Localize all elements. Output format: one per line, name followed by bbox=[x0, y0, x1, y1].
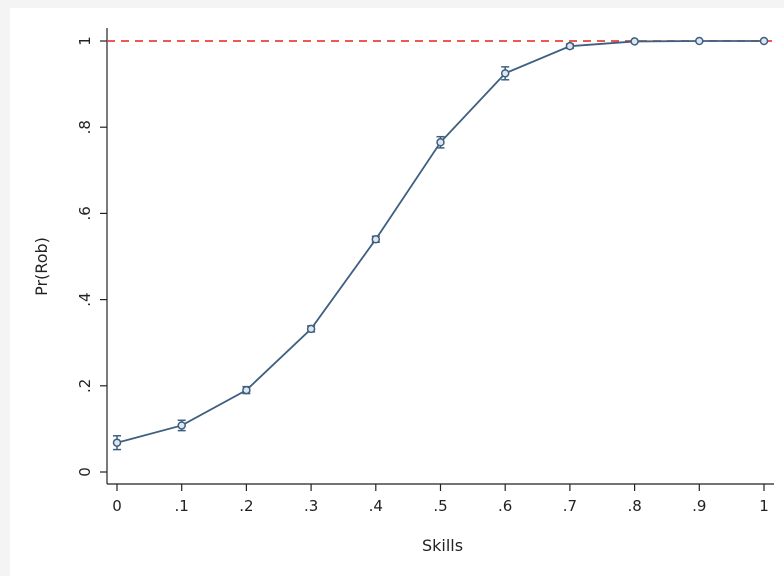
line-chart: 0 .1 .2 .3 .4 .5 .6 .7 .8 .9 1 0 .2 .4 .6 .8 1 Skills Pr… bbox=[32, 28, 774, 555]
y-tick-label: .2 bbox=[76, 379, 94, 393]
data-point bbox=[565, 41, 575, 51]
x-axis-title: Skills bbox=[422, 536, 463, 555]
x-tick-label: .4 bbox=[369, 497, 383, 515]
y-tick-label: .4 bbox=[76, 292, 94, 306]
x-tick-label: .8 bbox=[627, 497, 641, 515]
data-point bbox=[306, 324, 316, 334]
axes: 0 .1 .2 .3 .4 .5 .6 .7 .8 .9 1 0 .2 .4 .6 .8 1 bbox=[76, 28, 774, 515]
x-tick-label: .5 bbox=[433, 497, 447, 515]
y-tick-label: .8 bbox=[76, 120, 94, 134]
x-tick-label: .7 bbox=[563, 497, 577, 515]
data-point bbox=[500, 69, 510, 78]
data-point bbox=[242, 385, 251, 395]
data-point bbox=[112, 438, 122, 447]
x-tick-label: .1 bbox=[175, 497, 189, 515]
figure: 0 .1 .2 .3 .4 .5 .6 .7 .8 .9 1 0 .2 .4 .6 .8 1 Skills Pr… bbox=[10, 8, 784, 576]
series-group bbox=[112, 36, 769, 451]
data-point bbox=[695, 36, 704, 46]
axis-labels: Skills Pr(Rob) bbox=[32, 237, 463, 555]
data-point bbox=[436, 138, 445, 147]
y-tick-label: 0 bbox=[76, 467, 94, 477]
series-line bbox=[116, 40, 764, 444]
y-tick-label: .6 bbox=[76, 206, 94, 220]
x-tick-label: 1 bbox=[759, 497, 769, 515]
x-tick-label: .9 bbox=[692, 497, 706, 515]
x-tick-label: 0 bbox=[112, 497, 122, 515]
data-point bbox=[759, 36, 769, 46]
data-point bbox=[630, 37, 639, 46]
x-tick-label: .3 bbox=[304, 497, 318, 515]
data-point bbox=[371, 235, 381, 244]
x-tick-label: .2 bbox=[239, 497, 253, 515]
y-axis-title: Pr(Rob) bbox=[32, 237, 51, 296]
y-tick-label: 1 bbox=[76, 36, 94, 46]
x-tick-label: .6 bbox=[498, 497, 512, 515]
data-point bbox=[177, 421, 186, 430]
